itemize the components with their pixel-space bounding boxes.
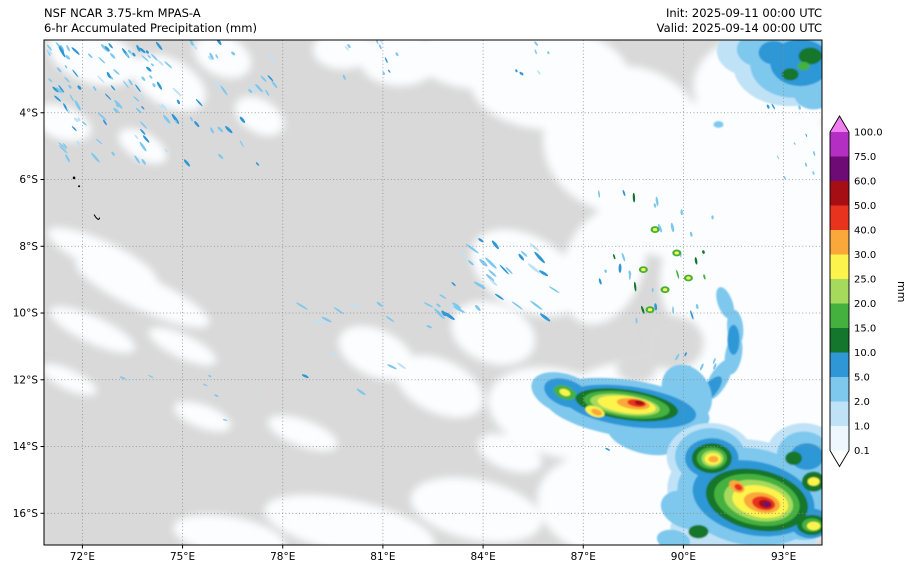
product-name: 6-hr Accumulated Precipitation (mm) [44, 21, 257, 35]
colorbar-tick-label: 0.1 [854, 446, 870, 457]
colorbar-tick-label: 5.0 [854, 373, 870, 384]
axes: 72°E 75°E 78°E 81°E 84°E 87°E 90°E 93°E 4°S 6°S 8°… [13, 107, 797, 563]
plot-frame [43, 39, 823, 546]
colorbar-outline [829, 115, 850, 468]
colorbar-segment [830, 303, 849, 329]
convective-cells-layer [638, 226, 693, 314]
lon-tick-label: 90°E [671, 551, 696, 563]
colorbar-unit-label: mm [895, 281, 908, 303]
colorbar-tick-label: 25.0 [854, 275, 876, 286]
colorbar-segment [830, 279, 849, 304]
colorbar-tick-label: 15.0 [854, 324, 876, 335]
colorbar-under-triangle [830, 450, 849, 467]
lon-tick-label: 93°E [771, 551, 796, 563]
dry-eye-layer [616, 316, 704, 384]
lon-tick-label: 81°E [370, 551, 395, 563]
lat-tick-label: 16°S [13, 508, 39, 520]
lon-tick-label: 72°E [70, 551, 95, 563]
colorbar-segment [830, 377, 849, 402]
colorbar-tick-label: 20.0 [854, 299, 876, 310]
colorbar-segment [830, 156, 849, 182]
lon-tick-label: 84°E [470, 551, 495, 563]
colorbar-segment [830, 426, 849, 451]
colorbar-tick-label: 30.0 [854, 250, 876, 261]
plot-title-block: NSF NCAR 3.75-km MPAS-A 6-hr Accumulated… [44, 6, 257, 36]
colorbar-segment [830, 254, 849, 280]
lon-tick-label: 75°E [170, 551, 195, 563]
lat-tick-label: 14°S [13, 441, 39, 453]
colorbar-tick-label: 75.0 [854, 152, 876, 163]
graticule [44, 40, 822, 545]
colorbar-segment [830, 230, 849, 255]
colorbar-segment [830, 132, 849, 157]
init-time-label: Init: 2025-09-11 00:00 UTC [666, 6, 822, 20]
colorbar-tick-label: 60.0 [854, 177, 876, 188]
lon-tick-label: 87°E [571, 551, 596, 563]
lon-tick-label: 78°E [270, 551, 295, 563]
model-name: NSF NCAR 3.75-km MPAS-A [44, 6, 201, 20]
islands-layer [72, 176, 101, 220]
speckle-layer [46, 40, 821, 454]
colorbar-segment [830, 352, 849, 378]
colorbar-segment [830, 181, 849, 206]
colorbar-tick-label: 10.0 [854, 348, 876, 359]
colorbar-tick-label: 50.0 [854, 201, 876, 212]
colorbar-segment [830, 205, 849, 231]
lat-tick-label: 6°S [19, 174, 38, 186]
lat-tick-label: 10°S [13, 308, 39, 320]
colorbar-tick-label: 40.0 [854, 226, 876, 237]
colorbar-segment [830, 401, 849, 427]
lat-tick-label: 12°S [13, 374, 39, 386]
colorbar-tick-label: 2.0 [854, 397, 870, 408]
colorbar-segment [830, 328, 849, 353]
lat-tick-label: 8°S [19, 241, 38, 253]
colorbar-tick-label: 1.0 [854, 422, 870, 433]
valid-time-label: Valid: 2025-09-14 00:00 UTC [656, 21, 822, 35]
precip-blob-layer [531, 40, 822, 545]
colorbar-over-triangle [830, 116, 849, 132]
lat-tick-label: 4°S [19, 107, 38, 119]
colorbar: 100.0 75.0 60.0 50.0 40.0 30.0 25.0 20.0 15.0 10.… [829, 115, 883, 468]
run-info-block: Init: 2025-09-11 00:00 UTC Valid: 2025-0… [657, 6, 822, 36]
colorbar-tick-label: 100.0 [854, 128, 883, 139]
